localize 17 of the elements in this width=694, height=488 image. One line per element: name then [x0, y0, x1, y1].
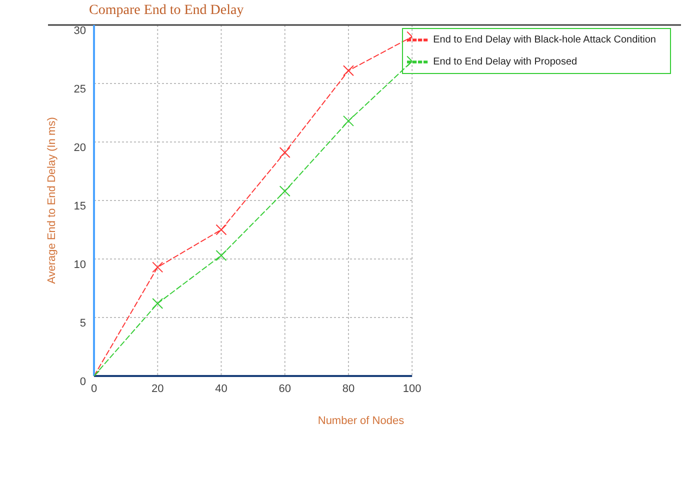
y-tick-label: 5 — [80, 317, 86, 330]
x-axis-title: Number of Nodes — [318, 415, 405, 427]
y-tick-label: 20 — [74, 142, 86, 154]
x-tick-label: 20 — [151, 382, 164, 395]
legend-label: End to End Delay with Proposed — [433, 56, 578, 68]
y-axis-title: Average End to End Delay (In ms) — [46, 117, 58, 284]
y-tick-label: 30 — [74, 24, 86, 37]
x-tick-label: 0 — [90, 382, 98, 395]
y-tick-label: 15 — [74, 200, 86, 212]
y-tick-label: 10 — [74, 258, 86, 271]
x-tick-label: 40 — [215, 382, 228, 395]
y-tick-label: 25 — [74, 83, 86, 96]
x-tick-label: 100 — [402, 382, 422, 395]
legend-label: End to End Delay with Black-hole Attack Condition — [433, 34, 656, 46]
x-tick-label: 60 — [278, 382, 291, 395]
chart-title: Compare End to End Delay — [89, 3, 244, 19]
x-tick-label: 80 — [342, 382, 355, 395]
